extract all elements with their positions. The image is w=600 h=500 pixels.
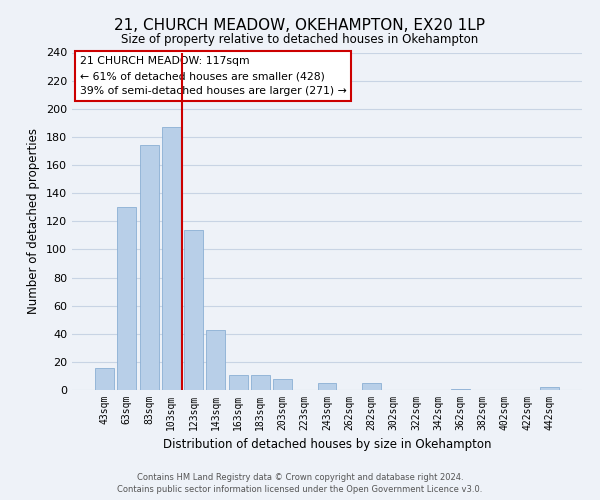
Bar — [95, 368, 114, 390]
Text: Size of property relative to detached houses in Okehampton: Size of property relative to detached ho… — [121, 32, 479, 46]
Bar — [451, 388, 470, 390]
Bar — [251, 374, 270, 390]
Bar — [140, 146, 158, 390]
Text: Contains HM Land Registry data © Crown copyright and database right 2024.
Contai: Contains HM Land Registry data © Crown c… — [118, 472, 482, 494]
Y-axis label: Number of detached properties: Number of detached properties — [28, 128, 40, 314]
Bar — [184, 230, 203, 390]
Bar — [362, 383, 381, 390]
X-axis label: Distribution of detached houses by size in Okehampton: Distribution of detached houses by size … — [163, 438, 491, 452]
Bar — [118, 207, 136, 390]
Bar — [273, 379, 292, 390]
Bar — [317, 383, 337, 390]
Bar — [206, 330, 225, 390]
Text: 21 CHURCH MEADOW: 117sqm
← 61% of detached houses are smaller (428)
39% of semi-: 21 CHURCH MEADOW: 117sqm ← 61% of detach… — [80, 56, 346, 96]
Bar — [162, 127, 181, 390]
Bar — [229, 374, 248, 390]
Text: 21, CHURCH MEADOW, OKEHAMPTON, EX20 1LP: 21, CHURCH MEADOW, OKEHAMPTON, EX20 1LP — [115, 18, 485, 32]
Bar — [540, 387, 559, 390]
